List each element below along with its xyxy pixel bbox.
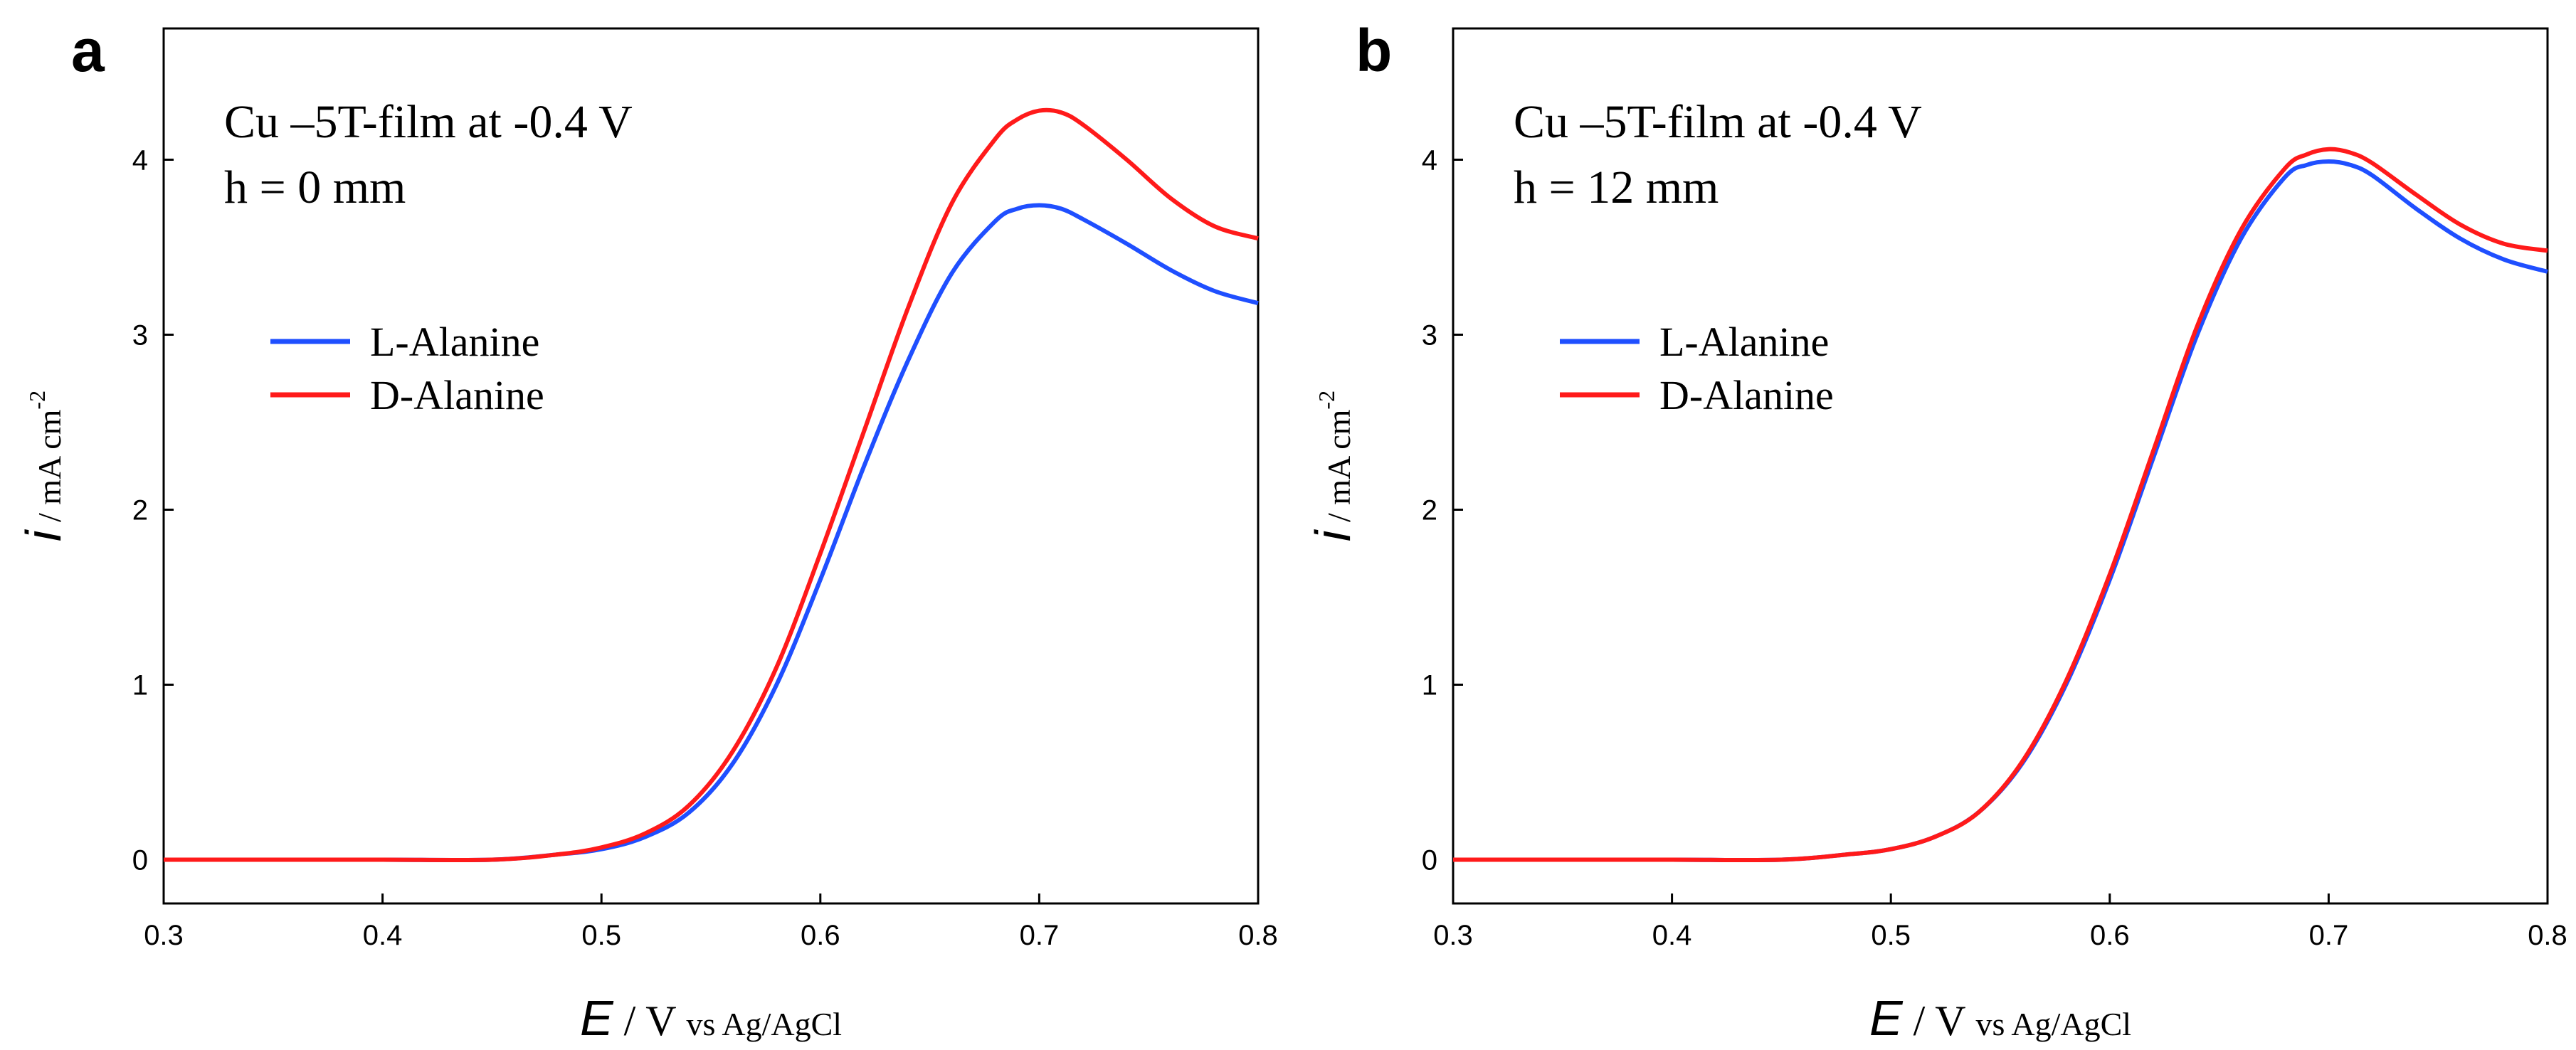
chart-b-y-tick-label: 3 bbox=[1422, 320, 1437, 351]
chart-a-y-axis-sup: -2 bbox=[24, 391, 50, 410]
chart-a-series-l-alanine bbox=[163, 203, 1259, 863]
chart-a-y-tick-label: 3 bbox=[132, 320, 148, 351]
chart-a-y-axis-symbol: i bbox=[16, 529, 71, 541]
chart-a-panel-letter: a bbox=[71, 17, 105, 84]
chart-b-annotation-height: h = 12 mm bbox=[1514, 161, 1719, 213]
chart-a-annotation-height: h = 0 mm bbox=[224, 161, 406, 213]
chart-b-annotation-title: Cu –5T-film at -0.4 V bbox=[1514, 96, 1922, 148]
chart-b-y-axis-sup: -2 bbox=[1314, 391, 1339, 410]
chart-b-y-axis-symbol: i bbox=[1305, 529, 1361, 541]
chart-a-x-tick-label: 0.6 bbox=[801, 920, 840, 951]
chart-b-series-l-alanine bbox=[1452, 159, 2548, 863]
chart-b-x-axis-ref: vs Ag/AgCl bbox=[1976, 1006, 2132, 1042]
chart-b-x-axis-title: E / V vs Ag/AgCl bbox=[1869, 990, 2131, 1046]
chart-b-y-tick-label: 2 bbox=[1422, 495, 1437, 526]
chart-a-x-axis-ref: vs Ag/AgCl bbox=[687, 1006, 843, 1042]
chart-a-x-tick-label: 0.4 bbox=[363, 920, 403, 951]
chart-b-y-axis-unit: / mA cm bbox=[1321, 409, 1357, 530]
chart-a-x-tick-label: 0.8 bbox=[1238, 920, 1278, 951]
chart-b: 0.3 0.4 0.5 0.6 0.7 0.8 0 1 2 3 4 b Cu –5T-film at -… bbox=[1305, 17, 2567, 1046]
chart-a-annotation-title: Cu –5T-film at -0.4 V bbox=[224, 96, 633, 148]
chart-b-x-axis-unit: / V bbox=[1903, 997, 1976, 1044]
chart-a-x-tick-label: 0.7 bbox=[1020, 920, 1060, 951]
chart-a: 0.3 0.4 0.5 0.6 0.7 0.8 0 1 2 3 4 a Cu –5T-film at -… bbox=[16, 17, 1278, 1046]
chart-b-x-tick-label: 0.6 bbox=[2090, 920, 2130, 951]
chart-a-y-axis-unit: / mA cm bbox=[31, 409, 68, 530]
chart-a-x-tick-label: 0.3 bbox=[144, 920, 184, 951]
chart-a-y-axis-title: i / mA cm-2 bbox=[16, 391, 71, 541]
chart-a-x-tick-label: 0.5 bbox=[581, 920, 621, 951]
chart-a-y-tick-label: 1 bbox=[132, 670, 148, 701]
chart-b-x-tick-label: 0.8 bbox=[2528, 920, 2567, 951]
chart-a-legend-label-d-alanine: D-Alanine bbox=[370, 372, 544, 418]
chart-a-x-axis-unit: / V bbox=[613, 997, 687, 1044]
chart-b-legend-label-l-alanine: L-Alanine bbox=[1659, 319, 1829, 365]
chart-a-x-axis-title: E / V vs Ag/AgCl bbox=[580, 990, 842, 1046]
chart-b-x-tick-label: 0.4 bbox=[1652, 920, 1692, 951]
chart-a-y-tick-label: 0 bbox=[132, 845, 148, 876]
chart-b-x-axis-symbol: E bbox=[1869, 990, 1904, 1046]
chart-a-legend-label-l-alanine: L-Alanine bbox=[370, 319, 539, 365]
chart-a-y-tick-label: 2 bbox=[132, 495, 148, 526]
chart-a-y-tick-label: 4 bbox=[132, 145, 148, 176]
chart-b-plot-frame bbox=[1452, 27, 2549, 905]
chart-b-x-tick-label: 0.7 bbox=[2309, 920, 2349, 951]
chart-b-panel-letter: b bbox=[1356, 17, 1392, 84]
chart-a-plot-frame bbox=[162, 27, 1260, 905]
chart-b-series-d-alanine bbox=[1452, 147, 2548, 863]
chart-a-series-d-alanine bbox=[163, 107, 1259, 863]
chart-b-x-tick-label: 0.3 bbox=[1433, 920, 1473, 951]
chart-b-y-tick-label: 4 bbox=[1422, 145, 1437, 176]
chart-b-y-tick-label: 1 bbox=[1422, 670, 1437, 701]
chart-b-y-tick-label: 0 bbox=[1422, 845, 1437, 876]
chart-b-x-tick-label: 0.5 bbox=[1871, 920, 1911, 951]
chart-a-x-axis-symbol: E bbox=[580, 990, 614, 1046]
chart-b-legend-label-d-alanine: D-Alanine bbox=[1659, 372, 1834, 418]
chart-b-y-axis-title: i / mA cm-2 bbox=[1305, 391, 1361, 541]
